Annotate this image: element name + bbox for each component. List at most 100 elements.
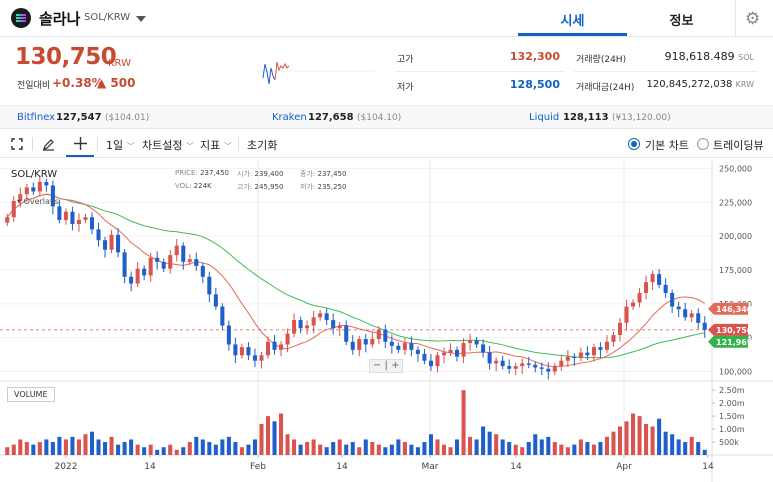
volume-bar: [533, 434, 538, 455]
tradingview-radio[interactable]: [697, 138, 709, 150]
time-tick-label: 14: [702, 462, 714, 472]
candle-body: [422, 353, 427, 361]
volume-bar: [435, 439, 440, 455]
ohlc-open-label: 시가:: [237, 170, 253, 178]
candle-body: [187, 259, 192, 262]
volume-bar: [670, 434, 675, 455]
fullscreen-icon[interactable]: [11, 138, 23, 150]
tradingview-label[interactable]: 트레이딩뷰: [713, 139, 764, 152]
candle-body: [696, 313, 701, 323]
high-value: 132,300: [509, 50, 560, 63]
candle-body: [572, 356, 577, 358]
pencil-icon[interactable]: [42, 138, 55, 151]
candle-body: [591, 347, 596, 356]
volume-bar: [591, 444, 596, 455]
mini-sparkline: [257, 61, 375, 85]
candle-body: [689, 313, 694, 318]
volume-bar: [311, 439, 316, 455]
ma-long-line: [6, 193, 705, 359]
candle-body: [585, 352, 590, 356]
overlays-toggle[interactable]: ▾ Overlays: [17, 197, 59, 206]
basic-chart-radio[interactable]: [628, 138, 640, 150]
crosshair-icon[interactable]: [74, 137, 87, 150]
candle-body: [487, 352, 492, 364]
volume-bar: [455, 439, 460, 455]
volume-bar: [109, 436, 114, 455]
candle-body: [226, 325, 231, 345]
volume-bar: [624, 421, 629, 455]
candle-body: [285, 333, 290, 345]
volume-bar: [631, 413, 636, 455]
candle-body: [468, 340, 473, 344]
exchange-liquid-name[interactable]: Liquid: [529, 112, 560, 123]
candle-body: [683, 309, 688, 318]
price-chart[interactable]: 250,000225,000200,000175,000150,000125,0…: [0, 159, 773, 482]
volume-bar: [520, 447, 525, 455]
volume-bar: [500, 439, 505, 455]
exchange-kraken-name[interactable]: Kraken: [272, 112, 307, 123]
amount-unit: KRW: [735, 80, 754, 89]
volume-bar: [187, 442, 192, 455]
toolbar-divider: [97, 137, 98, 151]
time-tick-label: 14: [144, 462, 156, 472]
zoom-control[interactable]: − | +: [369, 359, 404, 373]
exchange-bitfinex-name[interactable]: Bitfinex: [17, 112, 56, 123]
candle-body: [292, 320, 297, 334]
exchange-bar: Bitfinex 127,547 ($104.01) Kraken 127,65…: [0, 105, 773, 129]
reset-button[interactable]: 초기화: [247, 139, 278, 152]
volume-bar: [168, 444, 173, 455]
candle-body: [598, 347, 603, 350]
ohlc-price: PRICE: 237,450: [175, 169, 229, 177]
candle-body: [650, 274, 655, 283]
crosshair-active-underline: [66, 155, 94, 157]
prev-day-label: 전일대비: [17, 81, 51, 91]
volume-bar: [174, 449, 179, 455]
candle-body: [181, 245, 186, 262]
candle-body: [31, 187, 36, 192]
volume-tick-label: 2.00m: [719, 399, 745, 408]
candle-body: [305, 325, 310, 329]
price-tick-label: 100,000: [719, 368, 752, 377]
volume-bar: [481, 426, 486, 455]
candle-body: [135, 268, 140, 284]
chart-settings-menu[interactable]: 차트설정 ﹀: [142, 137, 194, 153]
price-unit: KRW: [108, 58, 131, 69]
candle-body: [559, 360, 564, 367]
candle-body: [318, 313, 323, 318]
volume-bar: [546, 436, 551, 455]
indicators-menu[interactable]: 지표 ﹀: [200, 137, 232, 153]
chevron-down-icon: ﹀: [185, 142, 194, 151]
tab-info[interactable]: 정보: [669, 14, 694, 29]
gear-icon[interactable]: ⚙: [745, 9, 761, 29]
volume-bar: [422, 442, 427, 455]
volume-bar: [50, 442, 55, 455]
candle-body: [259, 355, 264, 361]
basic-chart-label[interactable]: 기본 차트: [645, 139, 689, 152]
ohlc-high-label: 고가:: [237, 183, 253, 191]
volume-bar: [526, 442, 531, 455]
volume-bar: [689, 436, 694, 455]
ohlc-open: 시가: 239,400: [237, 169, 283, 179]
candle-body: [396, 345, 401, 350]
candle-body: [50, 185, 55, 207]
candle-body: [76, 219, 81, 224]
candle-body: [324, 313, 329, 321]
exchange-bitfinex-usd: ($104.01): [105, 113, 150, 123]
interval-select[interactable]: 1일 ﹀: [106, 137, 135, 153]
volume-bar: [637, 416, 642, 455]
candlestick-chart-svg[interactable]: 250,000225,000200,000175,000150,000125,0…: [0, 159, 773, 482]
volume-bar: [409, 444, 414, 455]
chevron-down-icon: ﹀: [126, 142, 135, 151]
low-value: 128,500: [509, 78, 560, 91]
header-divider: [735, 0, 736, 37]
candle-body: [461, 343, 466, 357]
volume-bar: [344, 444, 349, 455]
coin-dropdown-caret-icon[interactable]: [136, 16, 146, 22]
stat-divider: [574, 71, 758, 72]
tab-market[interactable]: 시세: [560, 14, 585, 29]
volume-bar: [18, 439, 23, 455]
ohlc-high-value: 245,950: [254, 183, 284, 191]
candle-body: [44, 182, 49, 186]
volume-bar: [552, 442, 557, 455]
candle-body: [702, 322, 707, 330]
